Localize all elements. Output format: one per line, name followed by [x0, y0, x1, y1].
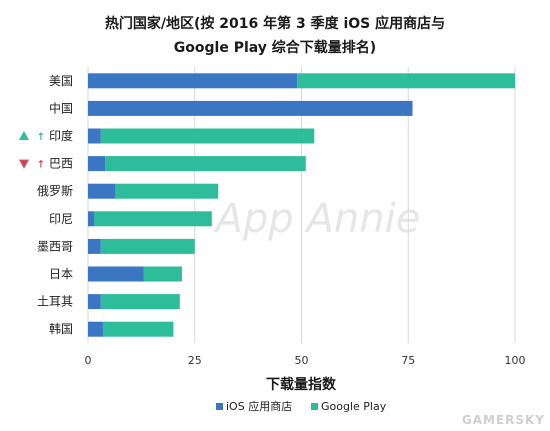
bar-google-play: [297, 73, 515, 89]
rank-up-icon: [19, 131, 29, 140]
category-label: 印度: [49, 128, 73, 143]
category-label: 日本: [49, 267, 73, 281]
category-label: 中国: [49, 100, 73, 115]
bar-ios: [88, 156, 106, 172]
category-label: 印尼: [49, 212, 73, 226]
legend-label-google-play: Google Play: [321, 400, 387, 413]
bar-ios: [88, 294, 101, 310]
legend: iOS 应用商店 Google Play: [216, 399, 387, 413]
legend-swatch-google-play: [311, 403, 318, 410]
bar-google-play: [143, 266, 182, 282]
bar-google-play: [102, 321, 174, 337]
x-tick-label: 50: [295, 354, 309, 367]
legend-swatch-ios: [216, 403, 223, 410]
bar-google-play: [100, 294, 180, 310]
bar-ios: [88, 321, 103, 337]
category-label: 美国: [49, 74, 73, 88]
site-watermark: GAMERSKY: [462, 413, 545, 427]
bar-ios: [88, 183, 116, 199]
x-tick-label: 100: [505, 354, 526, 367]
bar-ios: [88, 100, 413, 116]
chart-title-line1: 热门国家/地区(按 2016 年第 3 季度 iOS 应用商店与: [104, 16, 446, 32]
category-label: 土耳其: [37, 295, 73, 309]
bar-ios: [88, 73, 298, 89]
bar-ios: [88, 266, 144, 282]
chart-title-line2: Google Play 综合下载量排名): [173, 40, 377, 56]
x-tick-label: 75: [401, 354, 415, 367]
bar-google-play: [100, 238, 195, 254]
chart-title: 热门国家/地区(按 2016 年第 3 季度 iOS 应用商店与 Google …: [0, 12, 550, 60]
bar-ios: [88, 238, 101, 254]
bar-ios: [88, 211, 95, 227]
bar-ios: [88, 128, 101, 144]
bar-google-play: [94, 211, 212, 227]
bar-google-play: [105, 156, 306, 172]
x-tick-label: 0: [85, 354, 92, 367]
bar-google-play: [115, 183, 219, 199]
arrow-up-icon: ↑: [37, 160, 45, 171]
bars-group: [88, 73, 515, 337]
legend-label-ios: iOS 应用商店: [226, 399, 292, 413]
rank-down-icon: [19, 159, 29, 169]
category-label: 韩国: [49, 321, 73, 336]
category-label: 俄罗斯: [37, 184, 73, 198]
x-axis-label: 下载量指数: [266, 376, 337, 393]
x-tick-labels: 0 25 50 75 100: [85, 354, 526, 367]
x-tick-label: 25: [188, 354, 202, 367]
category-label: 墨西哥: [37, 239, 73, 253]
category-label: 巴西: [49, 157, 73, 171]
bar-google-play: [100, 128, 315, 144]
arrow-up-icon: ↑: [37, 132, 45, 143]
watermark-text: App Annie: [213, 196, 421, 242]
